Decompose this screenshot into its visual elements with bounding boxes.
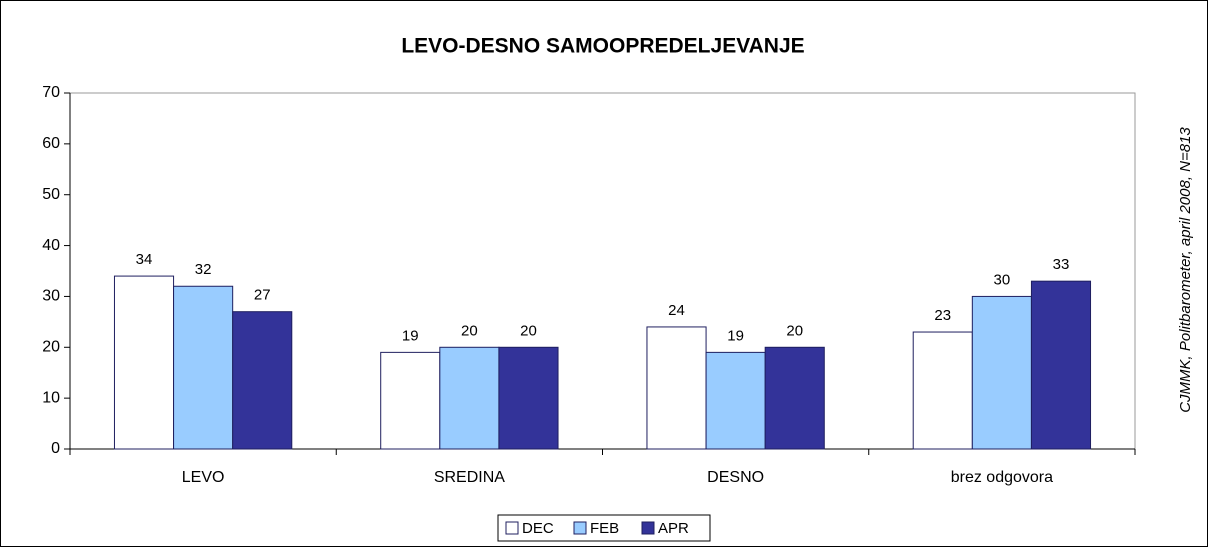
data-label: 19 — [727, 327, 744, 344]
x-tick-label: brez odgovora — [951, 469, 1053, 486]
legend-swatch — [573, 521, 587, 535]
chart-title: LEVO-DESNO SAMOOPREDELJEVANJE — [401, 35, 804, 58]
bar — [113, 275, 175, 450]
data-label: 24 — [668, 302, 685, 319]
data-label: 32 — [195, 261, 212, 278]
legend-label: DEC — [522, 520, 554, 537]
data-label: 20 — [461, 322, 478, 339]
legend-swatch — [505, 521, 519, 535]
bar — [912, 331, 973, 450]
data-label: 20 — [520, 322, 537, 339]
y-tick-label: 0 — [51, 440, 60, 457]
x-tick-label: DESNO — [707, 469, 764, 486]
bar — [173, 285, 234, 450]
bar — [764, 346, 825, 450]
legend-label: FEB — [590, 520, 619, 537]
data-label: 27 — [254, 287, 271, 304]
data-label: 33 — [1053, 256, 1070, 273]
x-tick-label: SREDINA — [434, 469, 505, 486]
bar — [380, 351, 441, 450]
legend-swatch — [641, 521, 655, 535]
x-tick-label: LEVO — [182, 469, 225, 486]
y-tick-label: 40 — [42, 237, 60, 254]
bar — [1030, 280, 1092, 450]
bar — [971, 295, 1032, 450]
y-tick-label: 50 — [42, 186, 60, 203]
bar — [232, 311, 293, 450]
y-tick-label: 60 — [42, 135, 60, 152]
legend-label: APR — [658, 520, 689, 537]
data-label: 19 — [402, 327, 419, 344]
y-tick-label: 70 — [42, 84, 60, 101]
y-tick-label: 20 — [42, 339, 60, 356]
bar — [705, 351, 766, 450]
bar — [439, 346, 500, 450]
data-label: 23 — [934, 307, 951, 324]
bar — [498, 346, 559, 450]
y-tick-label: 10 — [42, 389, 60, 406]
legend-box — [497, 514, 711, 542]
data-label: 30 — [994, 271, 1011, 288]
y-tick-label: 30 — [42, 288, 60, 305]
source-note: CJMMK, Politbarometer, april 2008, N=813 — [1177, 127, 1194, 413]
data-label: 20 — [786, 322, 803, 339]
data-label: 34 — [136, 251, 153, 268]
bar — [646, 326, 707, 450]
